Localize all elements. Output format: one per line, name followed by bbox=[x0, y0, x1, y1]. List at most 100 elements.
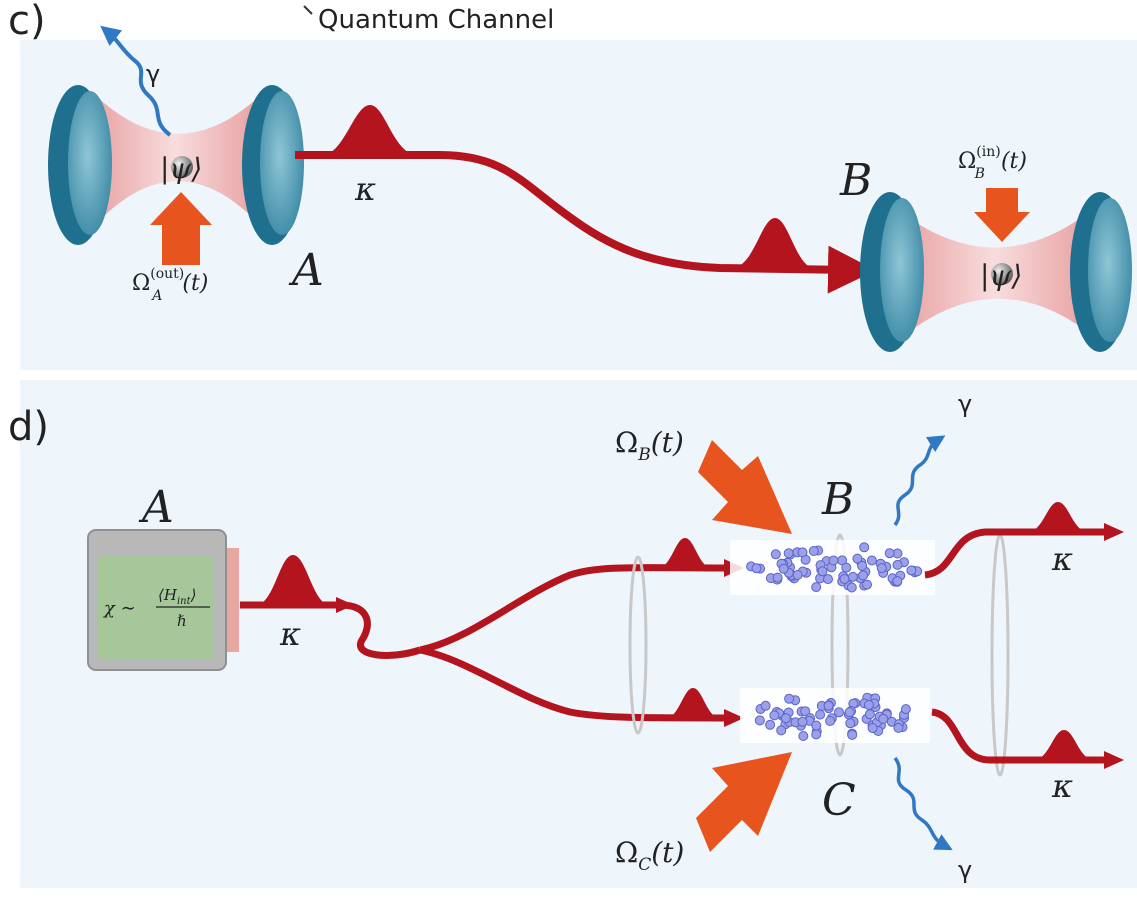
gamma-photon-b bbox=[893, 435, 946, 527]
fiber-a-arrowhead bbox=[336, 597, 354, 613]
atomic-ensemble-c bbox=[754, 692, 911, 741]
atom bbox=[798, 731, 809, 741]
omega-b-in-label: Ω(in) B (t) bbox=[958, 144, 1027, 182]
atom bbox=[866, 555, 877, 566]
atom bbox=[811, 729, 822, 740]
quantum-channel-label: Quantum Channel bbox=[318, 5, 554, 35]
panel-d-label: d) bbox=[8, 404, 49, 450]
atom bbox=[825, 716, 836, 726]
atom bbox=[797, 547, 808, 558]
fiber-branch-lower bbox=[419, 646, 731, 722]
pump-arrow-a bbox=[150, 192, 212, 265]
node-a-label-c: A bbox=[288, 245, 324, 296]
fiber-output-upper bbox=[924, 528, 1110, 579]
atom bbox=[797, 716, 808, 727]
wavepacket-c-1 bbox=[325, 105, 415, 155]
atom bbox=[906, 565, 917, 576]
wavepacket-c-2 bbox=[735, 218, 812, 268]
chi-formula-numerator: ⟨Hint⟩ bbox=[158, 586, 196, 607]
kappa-label-d-a: κ bbox=[279, 615, 301, 653]
atom bbox=[834, 707, 844, 718]
panel-c-background bbox=[20, 40, 1137, 370]
atom bbox=[852, 553, 863, 564]
atom bbox=[857, 560, 868, 571]
atom bbox=[884, 548, 895, 559]
wavepacket-d-out-lower bbox=[1036, 730, 1092, 760]
mirror-b-right bbox=[1070, 192, 1132, 352]
atom bbox=[876, 563, 887, 574]
pump-arrow-b bbox=[974, 188, 1030, 242]
atom bbox=[844, 707, 855, 718]
atom-a bbox=[171, 156, 193, 178]
atom bbox=[845, 718, 856, 729]
mirror-a-right bbox=[242, 85, 304, 245]
fiber-lower-arrowhead bbox=[724, 709, 744, 727]
atom bbox=[893, 722, 904, 733]
atom bbox=[823, 700, 834, 711]
atom bbox=[867, 723, 878, 734]
node-c-label-d: C bbox=[822, 775, 856, 826]
psi-ket-b: |ψ⟩ bbox=[980, 259, 1022, 292]
pump-arrow-omega-c bbox=[696, 752, 792, 852]
atom bbox=[846, 582, 857, 593]
atom bbox=[765, 719, 776, 730]
atom bbox=[811, 582, 822, 593]
gamma-label-a: γ bbox=[146, 60, 160, 88]
atom bbox=[800, 706, 811, 717]
wavepacket-d-upper-in bbox=[660, 538, 710, 568]
atom bbox=[878, 713, 889, 724]
fiber-a-out bbox=[240, 601, 422, 659]
gamma-photon-a bbox=[100, 25, 172, 137]
atom bbox=[760, 700, 771, 711]
panel-c-label: c) bbox=[8, 0, 46, 44]
atom bbox=[892, 559, 903, 570]
atom bbox=[847, 571, 858, 582]
atom bbox=[823, 574, 833, 585]
gamma-label-d-c: γ bbox=[958, 856, 972, 884]
fiber-output-upper-arrowhead bbox=[1104, 523, 1124, 541]
mirror-b-left bbox=[860, 192, 924, 352]
atom bbox=[864, 709, 875, 720]
atom bbox=[776, 725, 787, 736]
node-b-label-d: B bbox=[821, 474, 854, 525]
atom bbox=[751, 563, 762, 574]
gamma-label-d-b: γ bbox=[958, 390, 972, 418]
cavity-a: |ψ⟩ bbox=[48, 85, 304, 245]
kappa-label-c: κ bbox=[354, 170, 376, 208]
atom bbox=[847, 729, 858, 740]
fiber-output-lower-arrowhead bbox=[1104, 751, 1124, 769]
wavepacket-d-a bbox=[258, 555, 328, 605]
atom bbox=[770, 549, 781, 560]
atom bbox=[780, 713, 791, 724]
atom bbox=[862, 579, 872, 590]
fiber-branch-upper bbox=[419, 564, 731, 654]
atom bbox=[892, 576, 903, 587]
kappa-label-d-lower: κ bbox=[1051, 767, 1073, 805]
chi-formula-denominator: ℏ bbox=[177, 612, 187, 630]
atom bbox=[783, 548, 794, 559]
cavity-b: |ψ⟩ bbox=[860, 192, 1132, 352]
entanglement-loop-center bbox=[830, 533, 850, 757]
node-a-label-d: A bbox=[138, 482, 174, 533]
omega-a-out-label: Ω(out) A (t) bbox=[132, 266, 208, 304]
atom bbox=[815, 709, 826, 720]
mirror-a-left bbox=[48, 85, 112, 245]
atom bbox=[808, 546, 819, 556]
fiber-output-lower bbox=[931, 708, 1110, 764]
atom bbox=[811, 720, 822, 731]
atom bbox=[772, 572, 783, 583]
atom bbox=[778, 563, 789, 574]
node-b-label-c: B bbox=[839, 155, 872, 206]
pump-arrow-omega-b bbox=[698, 440, 792, 534]
omega-b-label: ΩB(t) bbox=[615, 426, 684, 465]
kappa-label-d-upper: κ bbox=[1051, 540, 1073, 578]
atom bbox=[839, 574, 850, 584]
atom bbox=[754, 715, 765, 726]
atom bbox=[859, 542, 870, 553]
atom bbox=[841, 562, 852, 573]
atom bbox=[863, 700, 874, 710]
omega-c-label: ΩC(t) bbox=[615, 836, 684, 875]
atom bbox=[792, 570, 803, 580]
